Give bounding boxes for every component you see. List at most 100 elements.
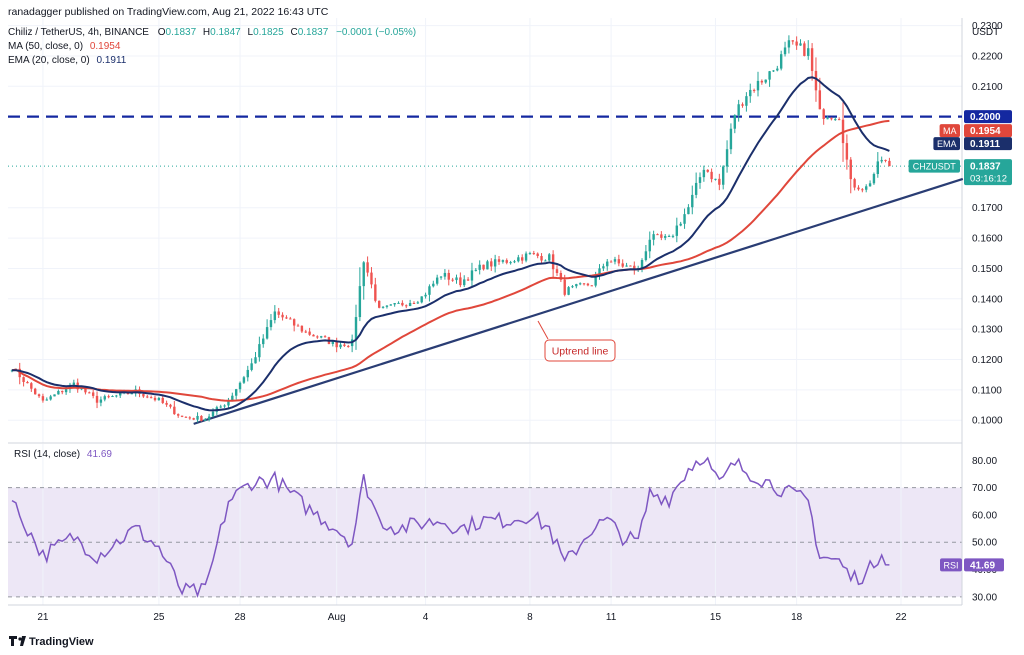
candle[interactable] (219, 404, 222, 409)
candle[interactable] (316, 335, 319, 339)
candle[interactable] (184, 416, 188, 418)
candle[interactable] (868, 180, 872, 187)
candle[interactable] (335, 337, 338, 353)
candle[interactable] (393, 303, 396, 307)
candle[interactable] (536, 252, 539, 259)
candle[interactable] (262, 334, 265, 348)
candle[interactable] (671, 234, 675, 239)
candle[interactable] (768, 70, 771, 87)
candle[interactable] (196, 412, 199, 423)
candle[interactable] (292, 318, 296, 332)
candle[interactable] (157, 396, 161, 401)
candle[interactable] (470, 262, 474, 287)
candle[interactable] (250, 358, 253, 372)
candle[interactable] (729, 123, 733, 155)
candle[interactable] (223, 404, 226, 409)
candle[interactable] (725, 140, 729, 173)
candle[interactable] (582, 283, 586, 286)
candle[interactable] (289, 316, 292, 320)
rsi-badge[interactable]: RSI 41.69 (940, 558, 1004, 572)
candle[interactable] (443, 269, 447, 280)
candle[interactable] (733, 114, 736, 134)
candle[interactable] (439, 275, 443, 280)
candle[interactable] (880, 156, 883, 164)
candle[interactable] (834, 117, 837, 121)
candle[interactable] (884, 159, 887, 163)
candle[interactable] (320, 335, 323, 339)
candle[interactable] (807, 40, 810, 60)
candle[interactable] (432, 280, 435, 288)
candle[interactable] (88, 391, 91, 394)
ma-legend[interactable]: MA (50, close, 0) 0.1954 (8, 41, 121, 52)
candle[interactable] (648, 231, 651, 259)
candle[interactable] (177, 413, 180, 418)
candle[interactable] (602, 263, 605, 272)
candle[interactable] (45, 397, 48, 401)
candle[interactable] (826, 115, 829, 120)
candle[interactable] (791, 40, 794, 45)
candle[interactable] (300, 325, 304, 333)
candle[interactable] (377, 300, 381, 309)
ma-line[interactable] (11, 119, 890, 402)
candle[interactable] (656, 233, 659, 236)
candle[interactable] (238, 381, 242, 393)
candle[interactable] (532, 250, 536, 255)
candle[interactable] (455, 274, 458, 284)
candle[interactable] (188, 416, 191, 420)
price-axis[interactable]: 0.1000 0.1100 0.1200 0.1300 0.1400 0.1500 0.16… (972, 21, 1003, 427)
candle[interactable] (799, 39, 802, 46)
candle[interactable] (772, 70, 775, 72)
candle[interactable] (200, 415, 203, 422)
candle[interactable] (787, 35, 791, 54)
candle[interactable] (575, 283, 578, 289)
candle[interactable] (830, 117, 833, 121)
candle[interactable] (486, 259, 489, 270)
candle[interactable] (652, 230, 655, 246)
candle[interactable] (385, 305, 389, 309)
candle[interactable] (625, 262, 628, 267)
candle[interactable] (435, 274, 439, 286)
candle[interactable] (837, 117, 841, 121)
candle[interactable] (853, 177, 856, 191)
candle[interactable] (146, 394, 149, 399)
candle[interactable] (95, 391, 99, 409)
resistance-badge[interactable]: 0.2000 (964, 110, 1012, 124)
candle[interactable] (22, 376, 25, 387)
candle[interactable] (265, 319, 269, 340)
candle[interactable] (737, 99, 740, 122)
candle[interactable] (644, 245, 648, 262)
uptrend-line[interactable] (193, 177, 964, 425)
candle[interactable] (752, 88, 756, 93)
candle[interactable] (490, 258, 493, 271)
candle[interactable] (857, 185, 860, 191)
candle[interactable] (521, 254, 524, 264)
candle[interactable] (664, 234, 667, 241)
candle[interactable] (803, 41, 806, 57)
candle[interactable] (598, 264, 601, 280)
candle[interactable] (424, 292, 427, 299)
candles[interactable] (10, 35, 891, 423)
candle[interactable] (370, 267, 373, 289)
candle[interactable] (111, 395, 114, 398)
candle[interactable] (509, 260, 512, 265)
candle[interactable] (660, 231, 663, 241)
candle[interactable] (845, 134, 849, 170)
candle[interactable] (822, 108, 825, 125)
candle[interactable] (192, 417, 195, 421)
candle[interactable] (722, 165, 725, 190)
candle[interactable] (463, 275, 466, 288)
candle[interactable] (687, 204, 690, 215)
candle[interactable] (347, 344, 350, 348)
candle[interactable] (555, 265, 559, 276)
candle[interactable] (401, 300, 404, 307)
candle[interactable] (459, 272, 462, 288)
candle[interactable] (474, 267, 478, 272)
candle[interactable] (691, 185, 694, 215)
candle[interactable] (629, 265, 632, 267)
candle[interactable] (764, 79, 767, 84)
candle[interactable] (412, 301, 416, 304)
candle[interactable] (675, 217, 679, 243)
candle[interactable] (633, 261, 636, 275)
candle[interactable] (478, 260, 481, 275)
candle[interactable] (33, 387, 37, 395)
